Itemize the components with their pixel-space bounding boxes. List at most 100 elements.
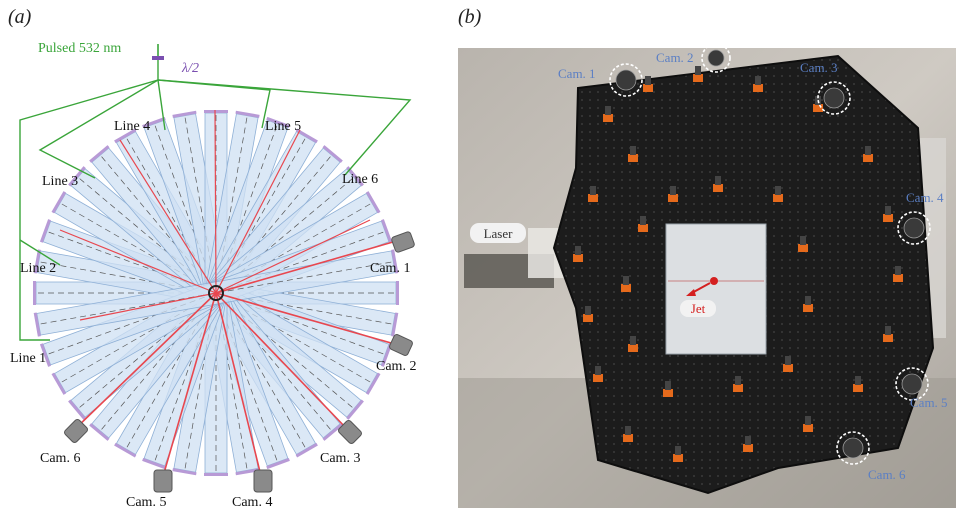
- optic-mount-clamp: [673, 454, 683, 462]
- arm-mirror: [33, 312, 41, 337]
- optic-mount-post: [865, 146, 871, 155]
- optic-mount-post: [625, 426, 631, 435]
- green-beam: [19, 79, 159, 341]
- red-beam: [73, 292, 217, 431]
- arm-mirror: [142, 458, 166, 470]
- red-beam: [119, 139, 217, 294]
- optic-mount-post: [855, 376, 861, 385]
- arm-mirror: [89, 423, 110, 441]
- camera-body: [615, 69, 637, 91]
- optic-mount-post: [675, 446, 681, 455]
- optic-mount-clamp: [883, 214, 893, 222]
- line-5-label: Line 5: [265, 119, 301, 134]
- arm-mirror: [39, 219, 51, 243]
- optic-mount-clamp: [621, 284, 631, 292]
- green-beams-group: [19, 44, 412, 341]
- waveplate-label: λ/2: [181, 61, 199, 76]
- line-2-label: Line 2: [20, 261, 56, 276]
- jet-marker: [710, 277, 718, 285]
- camera-6-icon: [64, 419, 88, 443]
- optic-mount-post: [575, 246, 581, 255]
- photo-camera-5-label: Cam. 5: [910, 395, 948, 410]
- optic-mount-clamp: [743, 444, 753, 452]
- photo-camera-1-label: Cam. 1: [558, 66, 596, 81]
- arm-mirror: [391, 312, 399, 337]
- arm-mirror: [266, 458, 290, 470]
- camera-4-icon: [253, 469, 273, 493]
- waveplate-icon: [152, 56, 164, 60]
- arm-mirror: [204, 473, 228, 476]
- central-window-edge: [665, 223, 767, 355]
- optic-mount-post: [670, 186, 676, 195]
- camera-body: [842, 437, 864, 459]
- camera-3-icon: [338, 420, 362, 444]
- optic-mount-clamp: [628, 154, 638, 162]
- red-beam: [214, 109, 217, 294]
- optic-mount-post: [745, 436, 751, 445]
- arm-mirror: [391, 249, 399, 274]
- photo-camera-4-label: Cam. 4: [906, 190, 944, 205]
- optic-mount-post: [595, 366, 601, 375]
- optic-mount-clamp: [803, 424, 813, 432]
- red-beam: [59, 229, 217, 294]
- optic-mount-post: [623, 276, 629, 285]
- arm-mirror: [346, 399, 364, 420]
- camera-6-label: Cam. 6: [40, 451, 80, 466]
- optic-mount-post: [885, 326, 891, 335]
- optic-mount-clamp: [693, 74, 703, 82]
- optic-mount-post: [605, 106, 611, 115]
- camera-marker-circle: [701, 48, 731, 73]
- optic-mount-clamp: [783, 364, 793, 372]
- red-beam: [215, 239, 401, 294]
- optic-mount-post: [775, 186, 781, 195]
- optic-mount-clamp: [668, 194, 678, 202]
- optic-mount-clamp: [583, 314, 593, 322]
- line-4-label: Line 4: [114, 119, 150, 134]
- optic-mount-post: [805, 296, 811, 305]
- optic-mount-clamp: [713, 184, 723, 192]
- camera-2-label: Cam. 2: [376, 359, 416, 374]
- red-beam: [215, 129, 301, 294]
- camera-marker-circle: [817, 81, 851, 115]
- arm-mirror: [365, 191, 381, 214]
- arm-mirror: [266, 116, 290, 128]
- arm-mirror: [295, 128, 318, 144]
- camera-4-label: Cam. 4: [232, 495, 272, 510]
- arm-mirror: [172, 110, 197, 118]
- camera-marker-circle: [836, 431, 870, 465]
- arm-mirror: [396, 281, 399, 305]
- optic-mount-clamp: [628, 344, 638, 352]
- laser-tag: Laser: [484, 226, 514, 241]
- optic-mount-clamp: [638, 224, 648, 232]
- photo-camera-3-label: Cam. 3: [800, 60, 838, 75]
- camera-2-icon: [389, 334, 413, 356]
- optic-mount-clamp: [663, 389, 673, 397]
- arm-mirror: [322, 145, 343, 163]
- optic-mount-clamp: [623, 434, 633, 442]
- central-window: [666, 224, 766, 354]
- optic-mount-post: [630, 146, 636, 155]
- jet-tag: Jet: [691, 301, 706, 316]
- line-6-label: Line 6: [342, 172, 378, 187]
- optic-mount-clamp: [893, 274, 903, 282]
- optic-mount-post: [695, 66, 701, 75]
- optic-mount-post: [800, 236, 806, 245]
- optic-mount-post: [785, 356, 791, 365]
- photo-camera-6-label: Cam. 6: [868, 467, 906, 482]
- arm-mirror: [142, 116, 166, 128]
- arm-mirror: [295, 442, 318, 458]
- green-beam: [157, 79, 166, 131]
- optical-mounts-group: [573, 66, 903, 462]
- panel-a-schematic: Pulsed 532 nm λ/2 Line 1 Line 2 Line 3 L…: [10, 41, 416, 510]
- arm-mirror: [322, 423, 343, 441]
- camera-5-label: Cam. 5: [126, 495, 166, 510]
- camera-body: [823, 87, 845, 109]
- laser-label: Pulsed 532 nm: [38, 41, 121, 56]
- laser-tag-bg: [470, 223, 526, 243]
- red-beam: [161, 292, 217, 481]
- jet-arrow-head: [686, 289, 696, 296]
- arm-mirror: [33, 281, 36, 305]
- green-beam: [157, 58, 412, 176]
- arm-mirror: [172, 468, 197, 476]
- optic-mount-clamp: [853, 384, 863, 392]
